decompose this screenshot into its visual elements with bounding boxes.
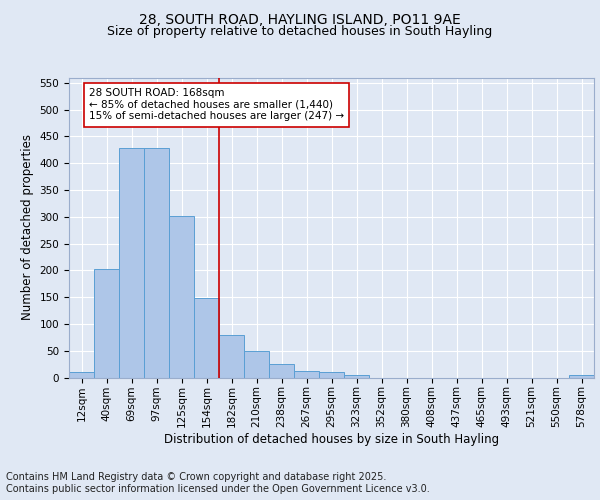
X-axis label: Distribution of detached houses by size in South Hayling: Distribution of detached houses by size …	[164, 433, 499, 446]
Bar	[94, 269, 119, 378]
Text: Contains HM Land Registry data © Crown copyright and database right 2025.: Contains HM Land Registry data © Crown c…	[6, 472, 386, 482]
Text: Size of property relative to detached houses in South Hayling: Size of property relative to detached ho…	[107, 25, 493, 38]
Bar	[344, 375, 369, 378]
Bar	[69, 372, 94, 378]
Bar	[319, 372, 344, 378]
Bar	[219, 334, 244, 378]
Text: 28 SOUTH ROAD: 168sqm
← 85% of detached houses are smaller (1,440)
15% of semi-d: 28 SOUTH ROAD: 168sqm ← 85% of detached …	[89, 88, 344, 122]
Bar	[169, 216, 194, 378]
Bar	[569, 376, 594, 378]
Bar	[194, 298, 219, 378]
Text: Contains public sector information licensed under the Open Government Licence v3: Contains public sector information licen…	[6, 484, 430, 494]
Bar	[294, 371, 319, 378]
Bar	[244, 350, 269, 378]
Text: 28, SOUTH ROAD, HAYLING ISLAND, PO11 9AE: 28, SOUTH ROAD, HAYLING ISLAND, PO11 9AE	[139, 12, 461, 26]
Y-axis label: Number of detached properties: Number of detached properties	[21, 134, 34, 320]
Bar	[119, 148, 144, 378]
Bar	[144, 148, 169, 378]
Bar	[269, 364, 294, 378]
